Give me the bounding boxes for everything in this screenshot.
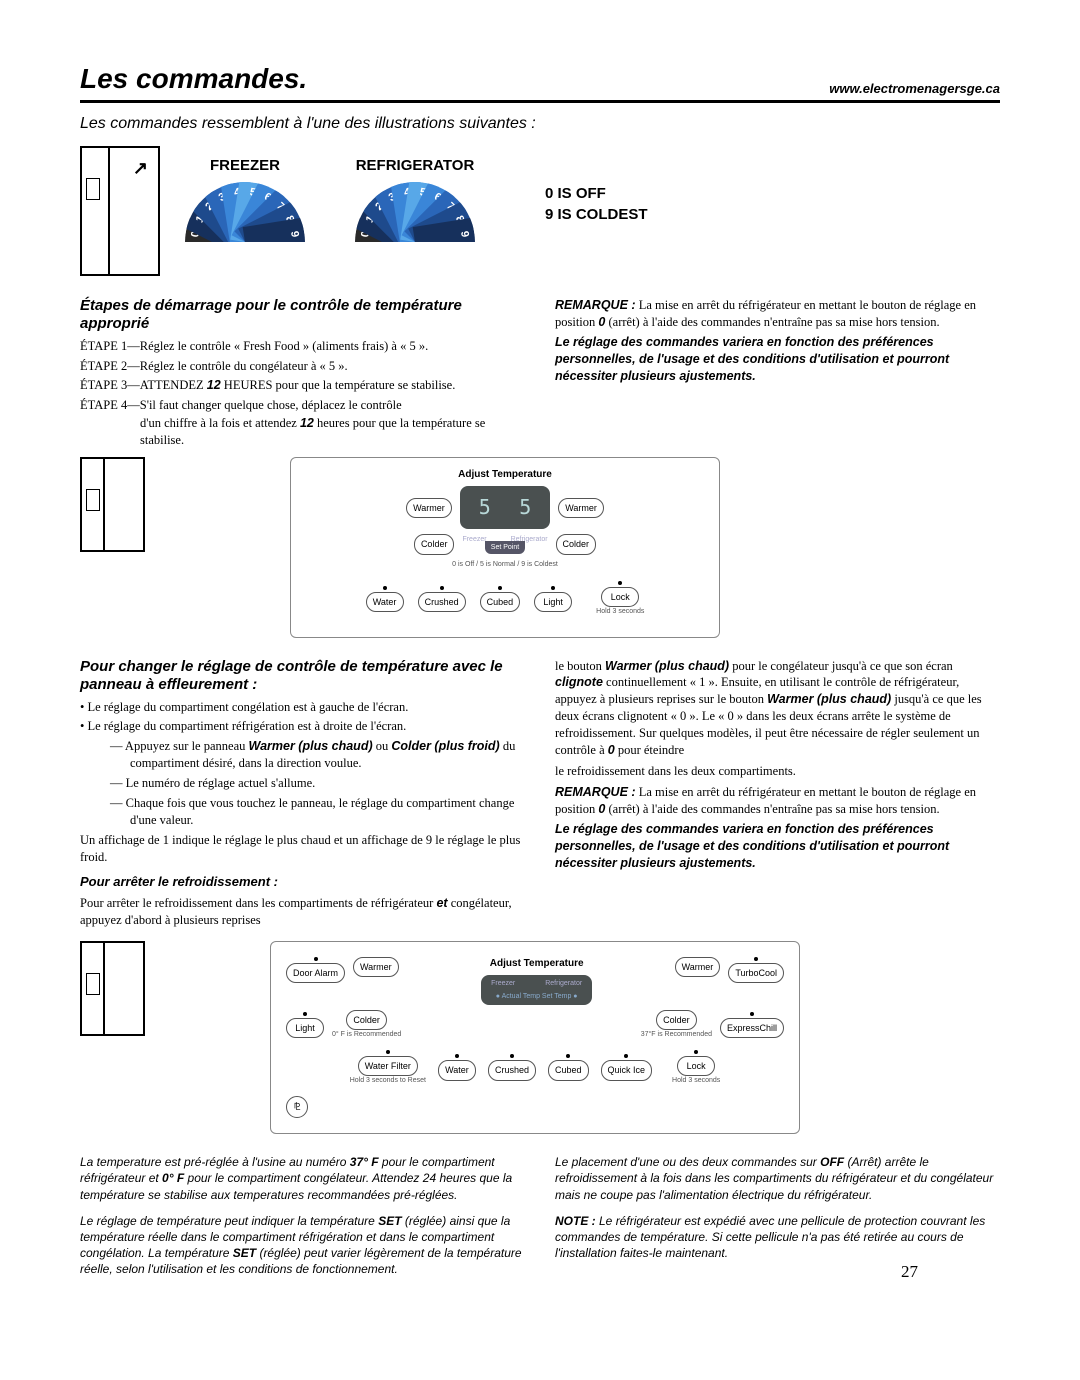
warmer-button[interactable]: Warmer <box>406 498 452 518</box>
touch-right-bold: Le réglage des commandes variera en fonc… <box>555 821 1000 872</box>
header-url: www.electromenagersge.ca <box>829 80 1000 98</box>
panel1-title: Adjust Temperature <box>306 468 704 482</box>
warmer-button[interactable]: Warmer <box>353 957 399 977</box>
bottom-left-p1: La temperature est pré-réglée à l'usine … <box>80 1154 525 1203</box>
light-button[interactable]: Light <box>286 1018 324 1038</box>
lock-button[interactable]: Lock <box>601 587 639 607</box>
section-steps: Étapes de démarrage pour le contrôle de … <box>80 297 1000 449</box>
colder-button[interactable]: Colder <box>346 1010 387 1030</box>
setpoint-label: Set Point <box>485 541 525 554</box>
ge-logo-icon: ⅊ <box>286 1096 308 1118</box>
intro-subhead: Les commandes ressemblent à l'une des il… <box>80 113 1000 135</box>
fridge-illustration-1: ↗ <box>80 146 160 276</box>
colder-button[interactable]: Colder <box>414 534 455 554</box>
freezer-label: FREEZER <box>185 156 305 176</box>
freezer-display: 5 <box>466 489 504 526</box>
crushed-button[interactable]: Crushed <box>488 1060 536 1080</box>
warmer-button[interactable]: Warmer <box>558 498 604 518</box>
step-2: ÉTAPE 2—Réglez le contrôle du congélateu… <box>80 358 525 375</box>
dial-legend: 0 IS OFF 9 IS COLDEST <box>545 183 648 225</box>
step-4-sub: d'un chiffre à la fois et attendez 12 he… <box>80 415 525 449</box>
remark-1-bold: Le réglage des commandes variera en fonc… <box>555 334 1000 385</box>
dispenser-icon <box>86 973 100 995</box>
touch-section: Pour changer le réglage de contrôle de t… <box>80 658 1000 933</box>
fridge-display: 5 <box>506 489 544 526</box>
off-line-1: 0 IS OFF <box>545 183 648 204</box>
touch-right-remark: REMARQUE : La mise en arrêt du réfrigéra… <box>555 784 1000 818</box>
bottom-right-p1: Le placement d'une ou des deux commandes… <box>555 1154 1000 1203</box>
touch-right-p1: le bouton Warmer (plus chaud) pour le co… <box>555 658 1000 759</box>
panel2-title: Adjust Temperature <box>490 957 584 971</box>
expresschill-button[interactable]: ExpressChill <box>720 1018 784 1038</box>
stop-body: Pour arrêter le refroidissement dans les… <box>80 895 525 929</box>
bottom-left-p2: Le réglage de température peut indiquer … <box>80 1213 525 1278</box>
light-button[interactable]: Light <box>534 592 572 612</box>
cubed-button[interactable]: Cubed <box>480 592 521 612</box>
bottom-notes: La temperature est pré-réglée à l'usine … <box>80 1154 1000 1277</box>
refrigerator-dial-group: REFRIGERATOR 0123456789 <box>355 156 475 251</box>
touch-p1: Un affichage de 1 indique le réglage le … <box>80 832 525 866</box>
panel2-row: Door Alarm Warmer Adjust Temperature Fre… <box>80 941 1000 1135</box>
touch-b1: • Le réglage du compartiment congélation… <box>80 699 525 716</box>
dispenser-icon <box>86 178 100 200</box>
freezer-dial-group: FREEZER 0123456789 <box>185 156 305 251</box>
door-alarm-button[interactable]: Door Alarm <box>286 963 345 983</box>
refrigerator-dial: 0123456789 <box>355 182 475 252</box>
fridge-illustration-2 <box>80 457 145 552</box>
panel1-subtext: 0 is Off / 5 is Normal / 9 is Coldest <box>306 560 704 569</box>
touch-title: Pour changer le réglage de contrôle de t… <box>80 658 525 694</box>
cubed-button[interactable]: Cubed <box>548 1060 589 1080</box>
step-3: ÉTAPE 3—ATTENDEZ 12 HEURES pour que la t… <box>80 377 525 394</box>
page-title: Les commandes. <box>80 60 307 98</box>
freezer-dial: 0123456789 <box>185 182 305 252</box>
freezer-small-label: Freezer <box>462 535 486 544</box>
steps-title: Étapes de démarrage pour le contrôle de … <box>80 297 525 333</box>
step-1: ÉTAPE 1—Réglez le contrôle « Fresh Food … <box>80 338 525 355</box>
control-panel-2: Door Alarm Warmer Adjust Temperature Fre… <box>270 941 800 1135</box>
lock-button[interactable]: Lock <box>677 1056 715 1076</box>
page-header: Les commandes. www.electromenagersge.ca <box>80 60 1000 103</box>
dial-row: FREEZER 0123456789 REFRIGERATOR 01234567… <box>185 156 1000 251</box>
colder-button[interactable]: Colder <box>556 534 597 554</box>
top-illustration-row: ↗ FREEZER 0123456789 REFRIGERATOR 012345… <box>80 146 1000 276</box>
panel1-row: Adjust Temperature Warmer 5 5 Warmer Col… <box>80 457 1000 638</box>
stop-title: Pour arrêter le refroidissement : <box>80 873 525 891</box>
crushed-button[interactable]: Crushed <box>418 592 466 612</box>
touch-d3: — Chaque fois que vous touchez le pannea… <box>80 795 525 829</box>
quick-ice-button[interactable]: Quick Ice <box>601 1060 653 1080</box>
off-line-2: 9 IS COLDEST <box>545 204 648 225</box>
bottom-right-p2: NOTE : Le réfrigérateur est expédié avec… <box>555 1213 1000 1262</box>
remark-1: REMARQUE : La mise en arrêt du réfrigéra… <box>555 297 1000 331</box>
refrigerator-label: REFRIGERATOR <box>355 156 475 176</box>
control-panel-1: Adjust Temperature Warmer 5 5 Warmer Col… <box>290 457 720 638</box>
page-number: 27 <box>901 1261 918 1284</box>
touch-d2: — Le numéro de réglage actuel s'allume. <box>80 775 525 792</box>
turbocool-button[interactable]: TurboCool <box>728 963 784 983</box>
step-4: ÉTAPE 4—S'il faut changer quelque chose,… <box>80 397 525 414</box>
arrow-icon: ↗ <box>133 156 148 180</box>
touch-right-p2: le refroidissement dans les deux compart… <box>555 763 1000 780</box>
touch-d1: — Appuyez sur le panneau Warmer (plus ch… <box>80 738 525 772</box>
touch-b2: • Le réglage du compartiment réfrigérati… <box>80 718 525 735</box>
water-button[interactable]: Water <box>366 592 404 612</box>
water-button[interactable]: Water <box>438 1060 476 1080</box>
dispenser-icon <box>86 489 100 511</box>
colder-button[interactable]: Colder <box>656 1010 697 1030</box>
warmer-button[interactable]: Warmer <box>675 957 721 977</box>
fridge-illustration-3 <box>80 941 145 1036</box>
water-filter-button[interactable]: Water Filter <box>358 1056 418 1076</box>
